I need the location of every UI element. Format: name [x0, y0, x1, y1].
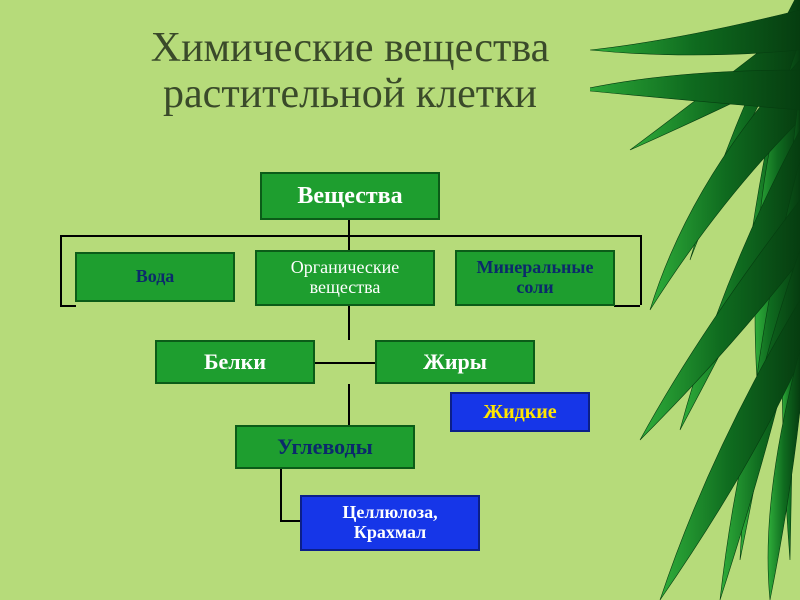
connector-line	[280, 468, 282, 520]
node-cellulose: Целлюлоза, Крахмал	[300, 495, 480, 551]
node-liquid: Жидкие	[450, 392, 590, 432]
node-fats: Жиры	[375, 340, 535, 384]
connector-line	[614, 305, 640, 307]
connector-line	[60, 235, 62, 305]
node-root: Вещества	[260, 172, 440, 220]
connector-line	[280, 520, 302, 522]
node-proteins: Белки	[155, 340, 315, 384]
title-line2: растительной клетки	[163, 71, 537, 117]
connector-line	[60, 235, 640, 237]
connector-line	[60, 305, 76, 307]
connector-line	[314, 362, 376, 364]
connector-line	[640, 235, 642, 305]
connector-line	[348, 306, 350, 340]
node-water: Вода	[75, 252, 235, 302]
node-organic: Органические вещества	[255, 250, 435, 306]
connector-line	[348, 384, 350, 426]
title-line1: Химические вещества	[151, 25, 550, 71]
diagram-stage: Химические вещества растительной клетки …	[0, 0, 800, 600]
node-mineral: Минеральные соли	[455, 250, 615, 306]
node-carbs: Углеводы	[235, 425, 415, 469]
page-title: Химические вещества растительной клетки	[0, 25, 700, 117]
